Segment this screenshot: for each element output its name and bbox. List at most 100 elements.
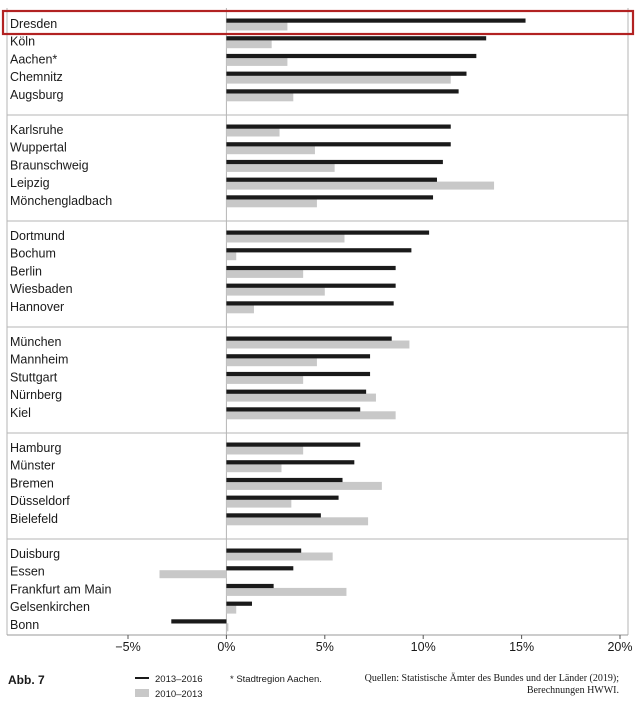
legend-label-series-2: 2010–2013: [155, 689, 203, 700]
bar-2010-2013: [226, 163, 335, 172]
bar-2010-2013: [226, 587, 347, 596]
bar-2010-2013: [226, 499, 292, 508]
city-label: München: [10, 335, 61, 349]
bar-2013-2016: [226, 248, 412, 253]
bar-2010-2013: [226, 234, 345, 243]
bar-2010-2013: [226, 146, 315, 155]
source-line-2: Berechnungen HWWI.: [527, 685, 619, 696]
city-label: Dortmund: [10, 229, 65, 243]
city-label: Aachen*: [10, 52, 57, 66]
bar-2010-2013: [226, 93, 294, 102]
bar-2010-2013: [226, 393, 376, 402]
x-tick-label: 15%: [509, 640, 534, 654]
bar-2013-2016: [226, 601, 252, 606]
bar-2010-2013: [226, 358, 317, 367]
city-label: Mannheim: [10, 353, 68, 367]
bar-2010-2013: [226, 181, 495, 190]
city-label: Hamburg: [10, 441, 61, 455]
footer: Abb. 7 2013–2016 2010–2013 * Stadtregion…: [8, 672, 619, 700]
bar-2010-2013: [159, 570, 227, 579]
source-line-1: Quellen: Statistische Ämter des Bundes u…: [365, 672, 620, 684]
x-axis-tick-labels: −5% 0% 5% 10% 15% 20%: [115, 635, 633, 654]
bar-2013-2016: [226, 142, 451, 147]
bar-2013-2016: [226, 177, 437, 182]
city-label: Duisburg: [10, 547, 60, 561]
bar-2010-2013: [226, 517, 369, 526]
bar-2010-2013: [226, 199, 317, 208]
group-separators: [7, 114, 628, 540]
city-label: Augsburg: [10, 88, 64, 102]
city-label: Berlin: [10, 264, 42, 278]
highlight-box: [1, 9, 635, 36]
city-label: Münster: [10, 459, 55, 473]
grid-layer: [6, 8, 629, 636]
bar-2013-2016: [226, 407, 361, 412]
city-label: Stuttgart: [10, 370, 58, 384]
x-tick-label: −5%: [115, 640, 140, 654]
bar-2010-2013: [226, 623, 229, 632]
bar-2010-2013: [226, 22, 288, 31]
bar-2013-2016: [171, 619, 227, 624]
bar-2013-2016: [226, 265, 396, 271]
city-label: Nürnberg: [10, 388, 62, 402]
bar-2013-2016: [226, 583, 274, 589]
city-label: Gelsenkirchen: [10, 600, 90, 614]
legend-swatch-series-2: [135, 689, 149, 697]
bar-2010-2013: [226, 481, 382, 490]
bar-2010-2013: [226, 446, 304, 455]
bar-2013-2016: [226, 477, 343, 483]
highlight-layer: [1, 9, 635, 36]
city-label: Düsseldorf: [10, 494, 70, 508]
bar-2013-2016: [226, 495, 339, 500]
bar-2013-2016: [226, 371, 371, 377]
bar-2013-2016: [226, 18, 526, 23]
bar-2013-2016: [226, 283, 396, 288]
bar-2013-2016: [226, 336, 392, 341]
city-label: Kiel: [10, 406, 31, 420]
bar-2013-2016: [226, 460, 355, 465]
bar-2010-2013: [226, 252, 237, 261]
city-label: Wiesbaden: [10, 282, 73, 296]
bar-2010-2013: [226, 75, 451, 84]
city-label: Bonn: [10, 618, 39, 632]
city-labels: Dresden Köln Aachen* Chemnitz Augsburg Karlsr…: [10, 17, 112, 632]
bar-2010-2013: [226, 128, 280, 137]
bar-2013-2016: [226, 195, 434, 200]
x-tick-label: 20%: [607, 640, 632, 654]
bar-2010-2013: [226, 40, 272, 49]
city-label: Mönchengladbach: [10, 194, 112, 208]
bar-2013-2016: [226, 53, 477, 59]
bar-2013-2016: [226, 389, 367, 394]
bar-2010-2013: [226, 552, 333, 561]
bar-2013-2016: [226, 301, 394, 306]
footnote: * Stadtregion Aachen.: [230, 674, 322, 685]
bar-2013-2016: [226, 36, 487, 41]
city-label: Wuppertal: [10, 141, 67, 155]
city-label: Bielefeld: [10, 512, 58, 526]
city-label: Bochum: [10, 247, 56, 261]
bar-2013-2016: [226, 354, 371, 359]
bar-2013-2016: [226, 159, 443, 165]
bar-2010-2013: [226, 57, 288, 66]
city-label: Essen: [10, 565, 45, 579]
city-label: Chemnitz: [10, 70, 63, 84]
legend-label-series-1: 2013–2016: [155, 674, 203, 685]
bar-2010-2013: [226, 375, 304, 384]
x-tick-label: 0%: [217, 640, 235, 654]
city-label: Dresden: [10, 17, 57, 31]
bar-2013-2016: [226, 124, 451, 129]
bar-2013-2016: [226, 71, 467, 76]
bar-2013-2016: [226, 566, 294, 571]
city-label: Leipzig: [10, 176, 50, 190]
city-label: Braunschweig: [10, 158, 89, 172]
bar-2010-2013: [226, 605, 237, 614]
city-label: Hannover: [10, 300, 64, 314]
bar-2010-2013: [226, 464, 282, 473]
bar-2013-2016: [226, 548, 302, 553]
city-label: Frankfurt am Main: [10, 582, 111, 596]
bar-2010-2013: [226, 340, 410, 349]
bar-2010-2013: [226, 305, 254, 314]
city-label: Bremen: [10, 476, 54, 490]
